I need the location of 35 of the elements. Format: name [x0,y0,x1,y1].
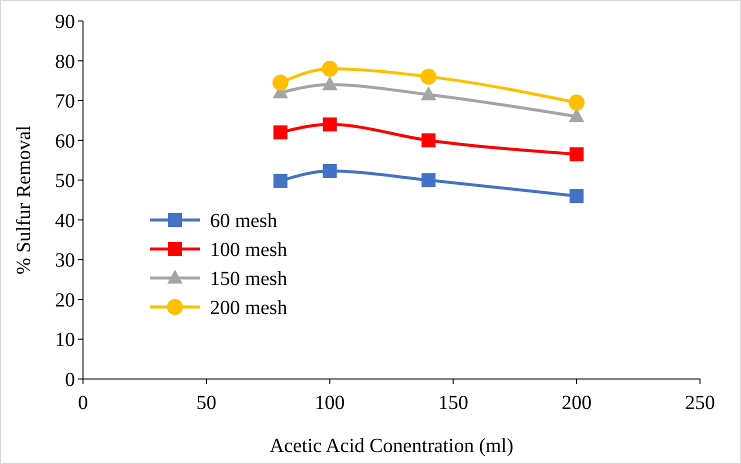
point [420,68,437,85]
point [568,94,585,111]
legend-label: 100 mesh [210,239,288,261]
y-tick-label: 50 [55,170,75,192]
y-axis-title: % Sulfur Removal [13,125,35,274]
x-tick-label: 50 [196,392,216,414]
point [420,86,436,100]
point [322,164,337,178]
y-tick-label: 60 [55,130,75,152]
y-tick-label: 20 [55,289,75,312]
point [570,147,584,162]
point [272,74,288,91]
y-tick-label: 10 [55,329,75,352]
x-tick-label: 100 [314,392,345,414]
point [322,117,337,132]
x-tick-label: 150 [438,392,468,414]
point [422,133,436,148]
point [322,76,338,90]
y-tick-label: 30 [55,250,75,272]
y-tick-label: 80 [55,50,75,73]
x-axis-title: Acetic Acid Conentration (ml) [270,435,514,457]
point [570,189,584,204]
legend-label: 200 mesh [210,297,288,319]
x-tick-label: 200 [562,392,592,414]
point [273,174,288,188]
legend-label: 60 mesh [210,210,278,232]
y-tick-label: 90 [55,11,75,33]
y-tick-label: 70 [55,90,75,113]
legend-label: 150 mesh [210,268,288,290]
y-tick-label: 40 [55,210,75,232]
y-tick-label: 0 [65,369,75,391]
point [273,125,288,140]
point [422,173,436,188]
point [322,60,338,77]
x-tick-label: 250 [685,392,715,414]
